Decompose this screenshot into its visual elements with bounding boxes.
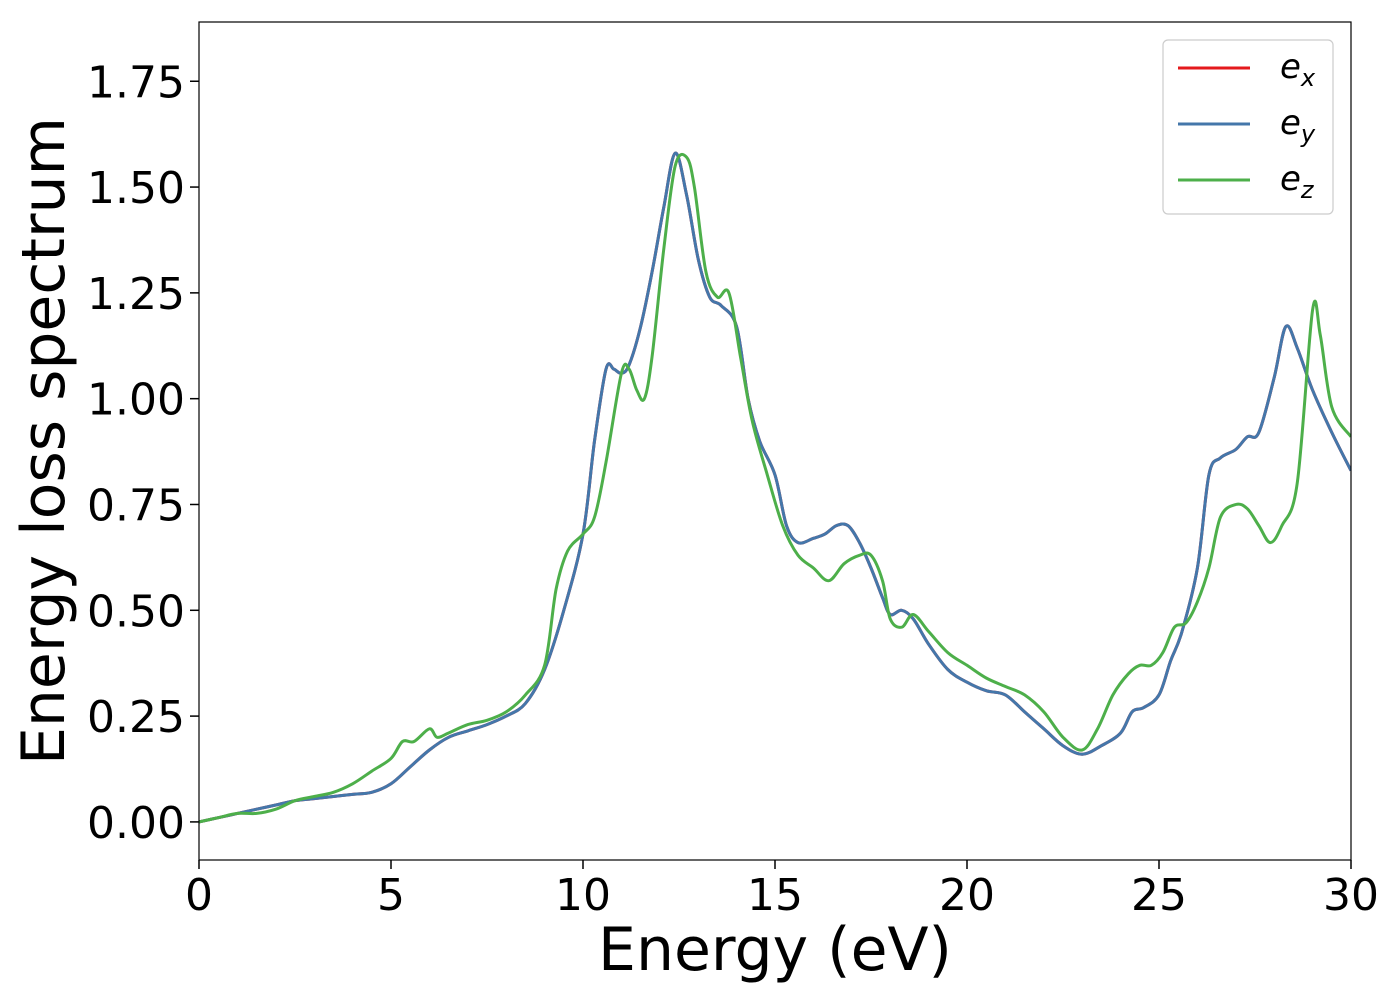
legend-label-base: e [1280, 47, 1301, 87]
y-tick-label: 0.25 [87, 692, 185, 743]
x-axis-title: Energy (eV) [598, 915, 952, 985]
series-layer [199, 151, 1351, 824]
x-tick-label: 5 [377, 870, 405, 921]
legend-label: ex [1280, 47, 1316, 92]
legend-label-subscript: y [1300, 120, 1316, 148]
y-tick-label: 1.00 [87, 375, 185, 426]
series-line-e-z [199, 152, 1351, 824]
x-tick-label: 20 [939, 870, 995, 921]
legend-label-subscript: z [1300, 176, 1315, 204]
y-tick-label: 0.50 [87, 586, 185, 637]
x-tick-label: 15 [747, 870, 803, 921]
y-tick-label: 1.75 [87, 57, 185, 108]
legend-label-base: e [1280, 159, 1301, 199]
x-tick-label: 10 [555, 870, 611, 921]
y-tick-label: 0.75 [87, 480, 185, 531]
x-tick-label: 0 [185, 870, 213, 921]
y-tick-label: 1.50 [87, 163, 185, 214]
legend-label: ey [1280, 103, 1316, 148]
x-tick-label: 30 [1323, 870, 1379, 921]
legend-box [1162, 39, 1334, 215]
y-axis-title: Energy loss spectrum [9, 117, 79, 765]
y-tick-label: 0.00 [87, 798, 185, 849]
series-line-e-y [199, 151, 1351, 824]
legend-label: ez [1280, 159, 1315, 204]
x-tick-label: 25 [1131, 870, 1187, 921]
legend-label-base: e [1280, 103, 1301, 143]
x-axis: 0 5 10 15 20 25 30 [185, 860, 1379, 921]
y-tick-label: 1.25 [87, 269, 185, 320]
legend-label-subscript: x [1300, 64, 1316, 92]
y-axis: 0.00 0.25 0.50 0.75 1.00 1.25 1.50 1.75 [87, 57, 199, 849]
